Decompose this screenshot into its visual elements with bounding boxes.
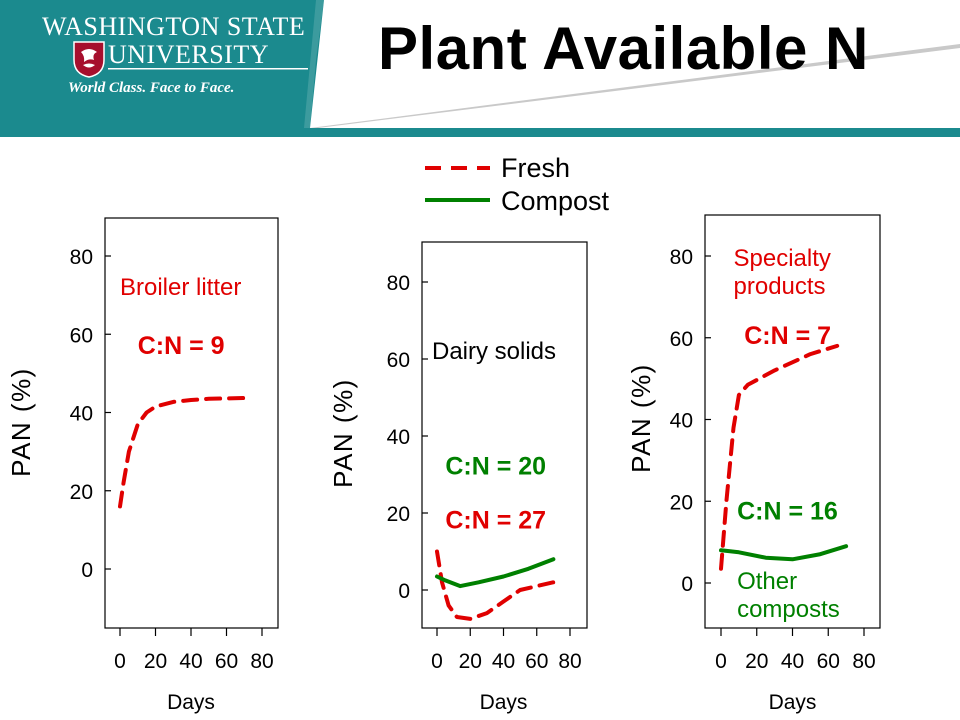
y-tick-label: 80 xyxy=(70,246,93,269)
chart-legend: Fresh Compost xyxy=(425,153,610,216)
y-tick-label: 40 xyxy=(70,403,93,426)
x-axis-title: Days xyxy=(167,691,215,714)
logo-university-name: Washington State xyxy=(42,12,306,41)
x-tick-label: 60 xyxy=(817,650,840,673)
header-background xyxy=(0,0,960,140)
chart-annotation: C:N = 16 xyxy=(737,498,838,526)
x-tick-label: 0 xyxy=(431,650,443,673)
annotation-line: Specialty xyxy=(734,245,831,272)
annotation-line: composts xyxy=(737,596,840,623)
chart-annotation: C:N = 9 xyxy=(138,332,225,360)
y-tick-label: 20 xyxy=(670,491,693,514)
header-banner: Washington State University World Class.… xyxy=(0,0,960,140)
y-tick-label: 60 xyxy=(387,349,410,372)
fresh-series-line xyxy=(118,396,247,509)
y-axis-title: PAN (%) xyxy=(6,367,36,477)
x-tick-label: 60 xyxy=(525,650,548,673)
annotation-line: C:N = 16 xyxy=(737,498,838,526)
y-tick-label: 0 xyxy=(81,559,93,582)
legend-fresh-label: Fresh xyxy=(501,153,570,183)
chart-annotation: C:N = 20 xyxy=(445,453,546,481)
annotation-line: C:N = 27 xyxy=(445,506,546,534)
y-tick-label: 0 xyxy=(681,573,693,596)
logo-rule xyxy=(108,68,308,70)
annotation-line: C:N = 7 xyxy=(744,322,831,350)
x-tick-label: 40 xyxy=(492,650,515,673)
x-tick-label: 80 xyxy=(558,650,581,673)
x-tick-label: 60 xyxy=(215,650,238,673)
annotation-line: C:N = 20 xyxy=(445,453,546,481)
y-tick-label: 40 xyxy=(387,426,410,449)
annotation-line: C:N = 9 xyxy=(138,332,225,360)
x-tick-label: 40 xyxy=(781,650,804,673)
x-tick-label: 40 xyxy=(179,650,202,673)
annotation-line: Dairy solids xyxy=(432,338,556,365)
cougar-seal-icon xyxy=(73,41,105,78)
x-tick-label: 0 xyxy=(715,650,727,673)
legend-compost-label: Compost xyxy=(501,186,610,216)
x-axis-title: Days xyxy=(480,691,528,714)
annotation-line: Broiler litter xyxy=(120,274,241,301)
annotation-line: products xyxy=(734,273,826,300)
compost-series-line xyxy=(719,544,849,562)
x-tick-label: 20 xyxy=(144,650,167,673)
y-tick-label: 60 xyxy=(70,324,93,347)
x-tick-label: 20 xyxy=(745,650,768,673)
chart-annotation: Broiler litter xyxy=(120,274,241,301)
fresh-series-line xyxy=(435,549,556,621)
x-axis-title: Days xyxy=(769,691,817,714)
y-axis-title: PAN (%) xyxy=(328,378,358,488)
annotation-line: Other xyxy=(737,568,797,595)
slide-title: Plant Available N xyxy=(378,15,869,82)
x-tick-label: 80 xyxy=(852,650,875,673)
chart-annotation: Specialty products xyxy=(734,245,831,300)
logo-tagline: World Class. Face to Face. xyxy=(68,80,235,96)
y-tick-label: 80 xyxy=(670,246,693,269)
chart-annotation: Dairy solids xyxy=(432,338,556,365)
chart-annotation: Other composts xyxy=(737,568,840,623)
x-tick-label: 0 xyxy=(114,650,126,673)
y-tick-label: 20 xyxy=(70,481,93,504)
y-axis-title: PAN (%) xyxy=(626,363,656,473)
fresh-series-line xyxy=(719,343,840,571)
plot-frame xyxy=(421,241,588,629)
y-tick-label: 0 xyxy=(398,580,410,603)
x-tick-label: 20 xyxy=(459,650,482,673)
y-tick-label: 80 xyxy=(387,272,410,295)
y-tick-label: 20 xyxy=(387,503,410,526)
y-tick-label: 40 xyxy=(670,410,693,433)
chart-annotation: C:N = 27 xyxy=(445,506,546,534)
chart-annotation: C:N = 7 xyxy=(744,322,831,350)
compost-series-line xyxy=(435,557,556,589)
y-tick-label: 60 xyxy=(670,328,693,351)
x-tick-label: 80 xyxy=(250,650,273,673)
logo-university-word: University xyxy=(108,40,269,69)
